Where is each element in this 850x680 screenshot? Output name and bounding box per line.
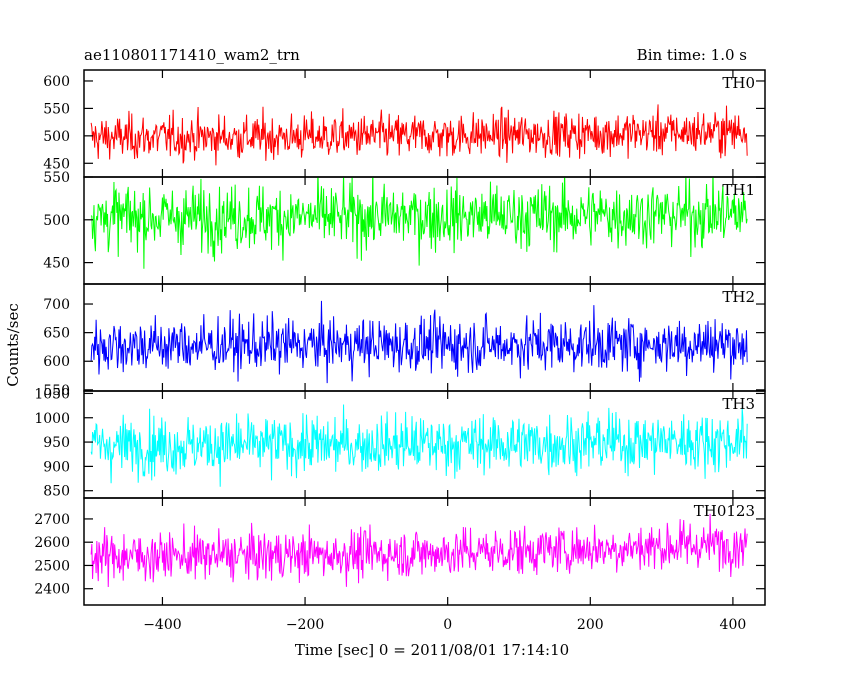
y-tick-label: 450 [43, 156, 70, 172]
y-tick-label: 1050 [34, 386, 70, 402]
figure-title: ae110801171410_wam2_trn [84, 46, 300, 64]
y-tick-label: 500 [43, 129, 70, 145]
panels: 450 500 550 600 TH0 450 500 550 TH1 550 600 650 700 T… [34, 69, 766, 633]
y-tick-label: 900 [43, 459, 70, 475]
x-tick-label: −400 [143, 617, 181, 633]
series-line-th0 [90, 104, 748, 166]
panel-label: TH0123 [694, 502, 755, 520]
panel-label: TH3 [722, 395, 755, 413]
y-tick-label: 950 [43, 435, 70, 451]
y-tick-label: 2400 [34, 582, 70, 598]
bin-time-label: Bin time: 1.0 s [637, 46, 747, 64]
panel-frame [83, 69, 766, 178]
y-tick-label: 2500 [34, 558, 70, 574]
panel-label: TH0 [722, 74, 755, 92]
x-tick-label: 200 [577, 617, 604, 633]
panel-th1: 450 500 550 TH1 [43, 170, 766, 285]
panel-th3: 850 900 950 1000 1050 TH3 [34, 386, 766, 500]
x-tick-label: −200 [286, 617, 324, 633]
panel-label: TH2 [722, 288, 755, 306]
panel-th0123: 2400 2500 2600 2700 TH0123 [34, 497, 766, 606]
x-tick-label: 400 [720, 617, 747, 633]
y-tick-label: 600 [43, 74, 70, 90]
x-axis-label: Time [sec] 0 = 2011/08/01 17:14:10 [295, 641, 569, 659]
y-tick-label: 550 [43, 101, 70, 117]
y-tick-label: 450 [43, 256, 70, 272]
y-tick-label: 550 [43, 170, 70, 186]
series-line-th1 [90, 177, 748, 269]
y-tick-label: 600 [43, 354, 70, 370]
y-axis-label: Counts/sec [4, 303, 22, 387]
y-tick-label: 650 [43, 326, 70, 342]
y-tick-label: 850 [43, 484, 70, 500]
panel-th2: 550 600 650 700 TH2 [43, 283, 766, 399]
y-tick-label: 700 [43, 297, 70, 313]
series-line-th3 [90, 404, 748, 487]
y-tick-label: 2700 [34, 512, 70, 528]
y-tick-label: 1000 [34, 411, 70, 427]
panel-frame [83, 497, 766, 606]
y-tick-label: 2600 [34, 535, 70, 551]
series-line-th2 [90, 300, 748, 384]
y-tick-label: 550 [43, 383, 70, 399]
y-tick-label: 500 [43, 213, 70, 229]
series-line-th0123 [90, 513, 748, 588]
panel-label: TH1 [722, 181, 755, 199]
panel-th0: 450 500 550 600 TH0 [43, 69, 766, 178]
x-tick-label: 0 [443, 617, 452, 633]
